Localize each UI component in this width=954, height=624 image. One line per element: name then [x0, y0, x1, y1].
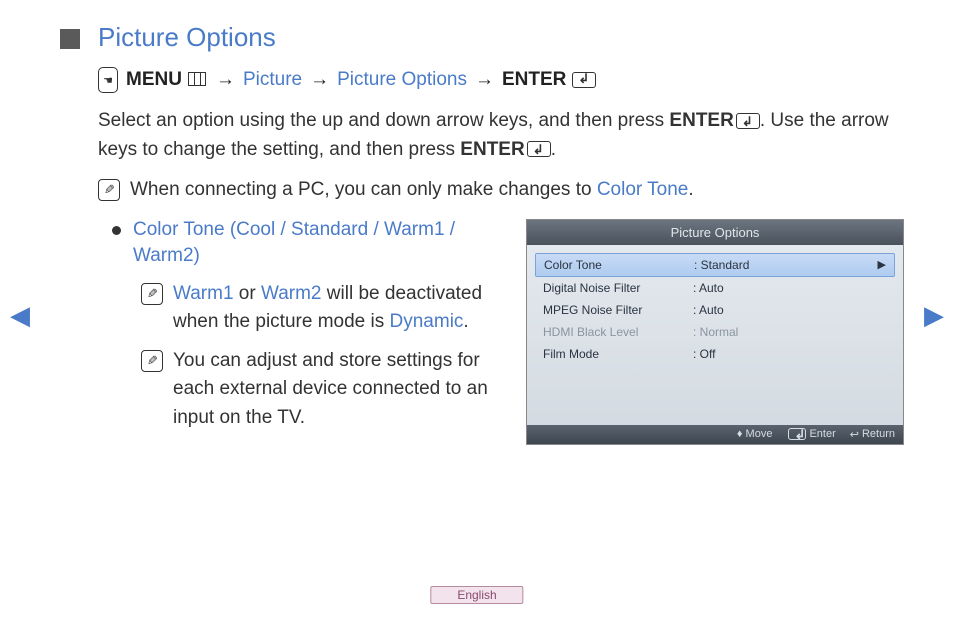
- osd-panel-title: Picture Options: [527, 220, 903, 245]
- menu-row[interactable]: MPEG Noise Filter: Auto: [535, 299, 895, 321]
- language-badge[interactable]: English: [430, 586, 523, 604]
- footer-move: ♦ Move: [737, 428, 773, 441]
- menu-row-value: : Normal: [693, 325, 887, 339]
- hand-icon: [98, 67, 118, 93]
- menu-row[interactable]: Film Mode: Off: [535, 343, 895, 365]
- menu-row-label: Film Mode: [543, 347, 693, 361]
- next-page-arrow[interactable]: ▶: [924, 300, 944, 331]
- warm-note: Warm1 or Warm2 will be deactivated when …: [141, 280, 506, 337]
- arrow-sep: →: [216, 69, 235, 91]
- breadcrumb-item-picture: Picture: [243, 69, 302, 91]
- footer-return: ↩ Return: [850, 428, 895, 441]
- menu-row[interactable]: HDMI Black Level: Normal: [535, 321, 895, 343]
- chevron-right-icon: ▶: [878, 258, 886, 271]
- enter-icon: [527, 141, 551, 157]
- pc-note: When connecting a PC, you can only make …: [98, 176, 904, 205]
- bullet-icon: [112, 226, 121, 235]
- store-note: You can adjust and store settings for ea…: [141, 347, 506, 433]
- instruction-paragraph: Select an option using the up and down a…: [98, 107, 904, 164]
- osd-panel-footer: ♦ Move Enter ↩ Return: [527, 425, 903, 444]
- option-title: Color Tone (Cool / Standard / Warm1 / Wa…: [133, 217, 506, 270]
- page-title: Picture Options: [98, 22, 276, 53]
- enter-icon: [736, 113, 760, 129]
- menu-row-value: : Off: [693, 347, 887, 361]
- menu-row-label: MPEG Noise Filter: [543, 303, 693, 317]
- menu-row-label: HDMI Black Level: [543, 325, 693, 339]
- menu-icon: [188, 72, 206, 86]
- menu-row-value: : Auto: [693, 281, 887, 295]
- menu-row[interactable]: Color Tone: Standard▶: [535, 253, 895, 277]
- note-icon: [141, 350, 163, 372]
- arrow-sep: →: [310, 69, 329, 91]
- menu-row[interactable]: Digital Noise Filter: Auto: [535, 277, 895, 299]
- menu-row-label: Color Tone: [544, 258, 694, 272]
- menu-row-value: : Standard: [694, 258, 878, 272]
- note-icon: [141, 283, 163, 305]
- breadcrumb-item-picture-options: Picture Options: [337, 69, 467, 91]
- breadcrumb-menu: MENU: [126, 69, 182, 91]
- section-bullet: [60, 29, 80, 49]
- note-icon: [98, 179, 120, 201]
- arrow-sep: →: [475, 69, 494, 91]
- osd-panel: Picture Options Color Tone: Standard▶Dig…: [526, 219, 904, 445]
- footer-enter: Enter: [786, 428, 835, 441]
- menu-row-value: : Auto: [693, 303, 887, 317]
- enter-icon: [572, 72, 596, 88]
- prev-page-arrow[interactable]: ◀: [10, 300, 30, 331]
- breadcrumb-enter: ENTER: [502, 69, 566, 91]
- menu-row-label: Digital Noise Filter: [543, 281, 693, 295]
- breadcrumb: MENU → Picture → Picture Options → ENTER: [98, 67, 904, 93]
